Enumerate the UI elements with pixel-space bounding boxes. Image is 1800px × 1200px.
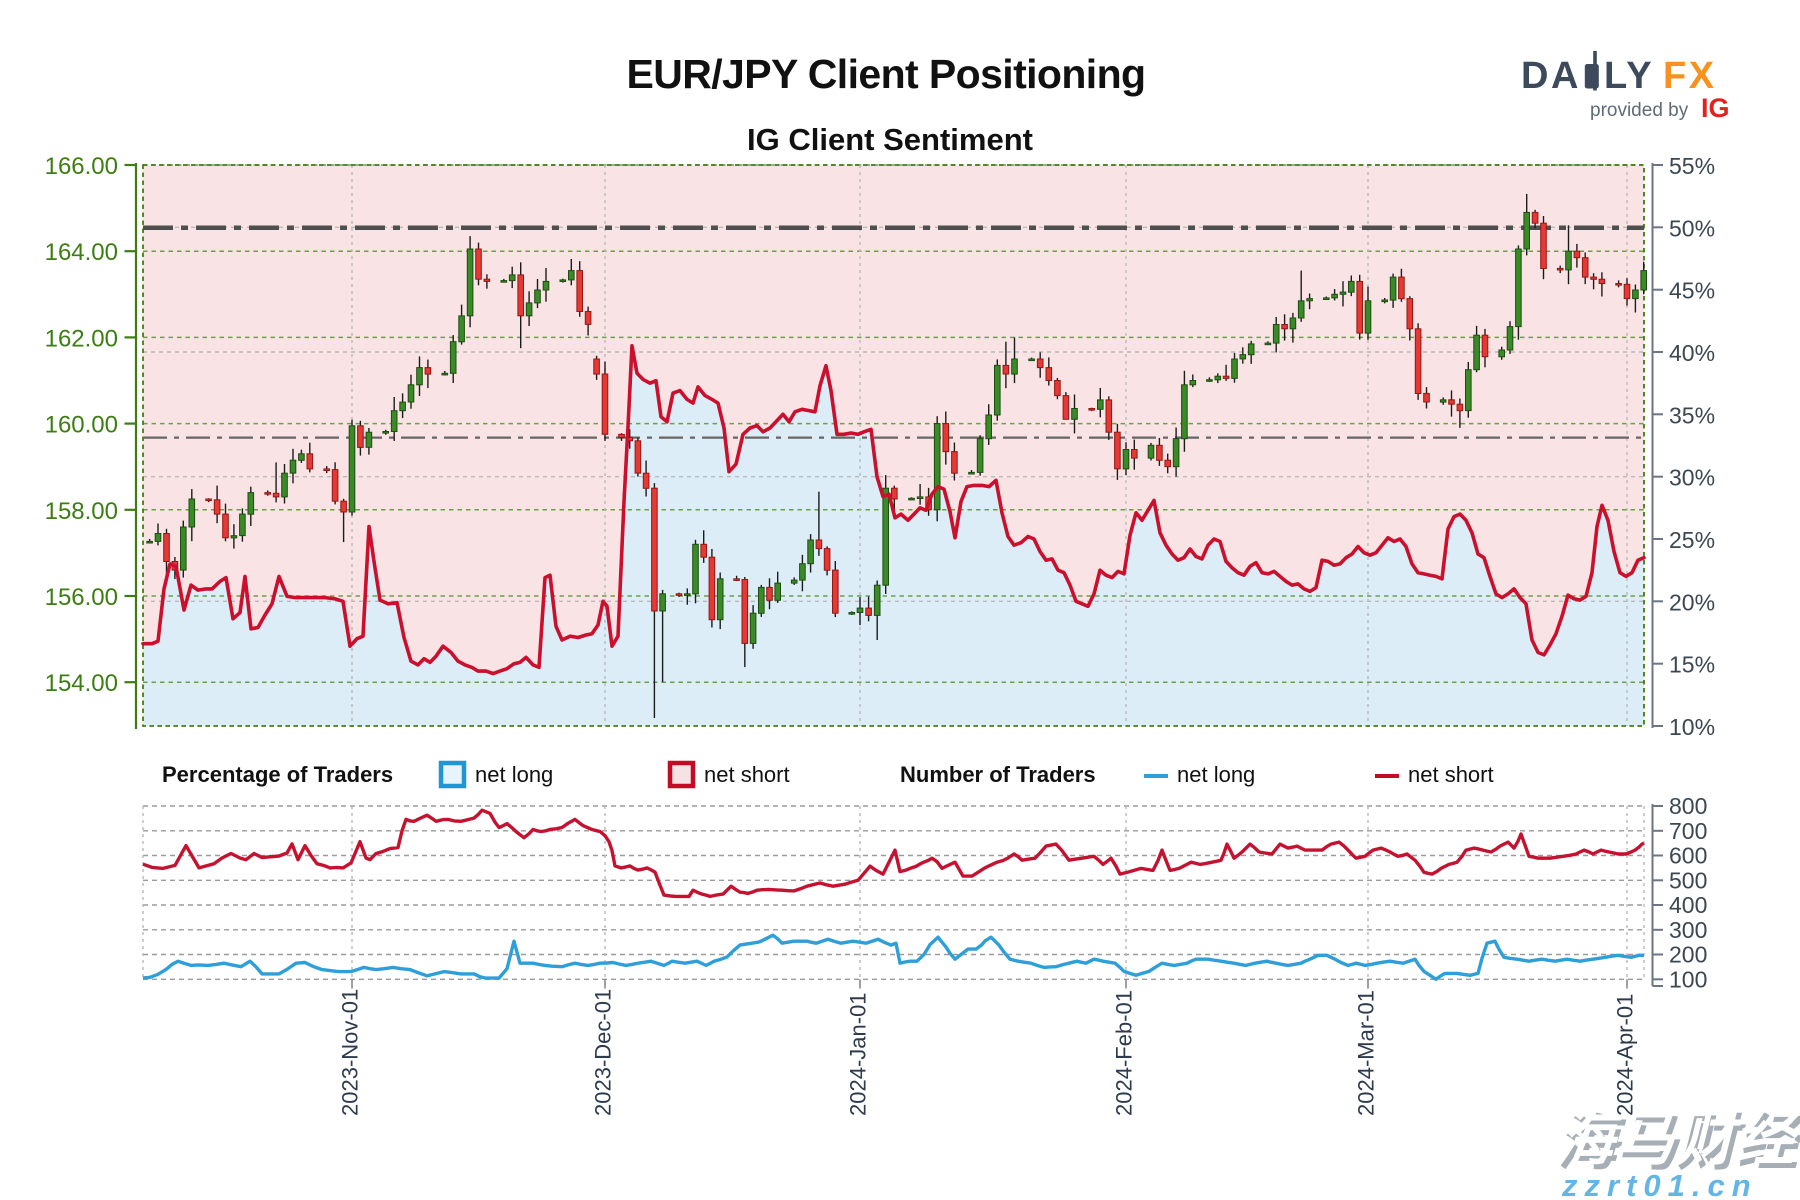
svg-text:EUR/JPY Client Positioning: EUR/JPY Client Positioning (627, 51, 1146, 97)
svg-text:DA: DA (1521, 55, 1581, 97)
svg-text:154.00: 154.00 (45, 670, 118, 697)
svg-text:30%: 30% (1669, 465, 1715, 491)
svg-text:2024-Apr-01: 2024-Apr-01 (1613, 994, 1638, 1116)
svg-text:700: 700 (1669, 818, 1707, 844)
svg-text:15%: 15% (1669, 652, 1715, 678)
svg-text:164.00: 164.00 (45, 239, 118, 266)
svg-text:海马财经: 海马财经 (1554, 1105, 1800, 1172)
svg-text:200: 200 (1669, 942, 1707, 968)
svg-text:LY: LY (1604, 55, 1654, 97)
svg-text:55%: 55% (1669, 153, 1715, 179)
svg-text:2024-Jan-01: 2024-Jan-01 (846, 992, 871, 1116)
svg-text:400: 400 (1669, 892, 1707, 918)
svg-text:FX: FX (1663, 55, 1717, 97)
svg-text:162.00: 162.00 (45, 325, 118, 352)
svg-text:45%: 45% (1669, 278, 1715, 304)
svg-text:net short: net short (704, 762, 790, 787)
svg-text:500: 500 (1669, 867, 1707, 893)
svg-text:20%: 20% (1669, 589, 1715, 615)
svg-text:300: 300 (1669, 917, 1707, 943)
svg-text:Percentage of Traders: Percentage of Traders (162, 762, 393, 787)
svg-text:net long: net long (1177, 762, 1255, 787)
svg-text:160.00: 160.00 (45, 412, 118, 439)
svg-text:156.00: 156.00 (45, 584, 118, 611)
svg-text:2024-Mar-01: 2024-Mar-01 (1354, 990, 1379, 1116)
svg-text:IG Client Sentiment: IG Client Sentiment (747, 122, 1033, 157)
svg-text:海马财经: 海马财经 (1558, 1110, 1800, 1177)
svg-text:net short: net short (1408, 762, 1494, 787)
svg-text:166.00: 166.00 (45, 153, 118, 180)
svg-text:provided by: provided by (1590, 100, 1689, 121)
svg-text:25%: 25% (1669, 527, 1715, 553)
svg-text:zzrt01.cn: zzrt01.cn (1561, 1168, 1758, 1200)
svg-text:600: 600 (1669, 843, 1707, 869)
svg-text:50%: 50% (1669, 215, 1715, 241)
svg-text:Number of Traders: Number of Traders (900, 762, 1096, 787)
svg-text:10%: 10% (1669, 714, 1715, 740)
svg-text:2023-Nov-01: 2023-Nov-01 (338, 989, 363, 1116)
svg-text:40%: 40% (1669, 340, 1715, 366)
svg-text:35%: 35% (1669, 402, 1715, 428)
svg-text:2024-Feb-01: 2024-Feb-01 (1112, 990, 1137, 1116)
svg-text:IG: IG (1701, 93, 1730, 123)
svg-text:2023-Dec-01: 2023-Dec-01 (591, 989, 616, 1116)
svg-text:100: 100 (1669, 966, 1707, 992)
svg-text:158.00: 158.00 (45, 498, 118, 525)
svg-text:800: 800 (1669, 793, 1707, 819)
svg-text:net long: net long (475, 762, 553, 787)
svg-text:zzrt01.cn: zzrt01.cn (1564, 1171, 1761, 1200)
